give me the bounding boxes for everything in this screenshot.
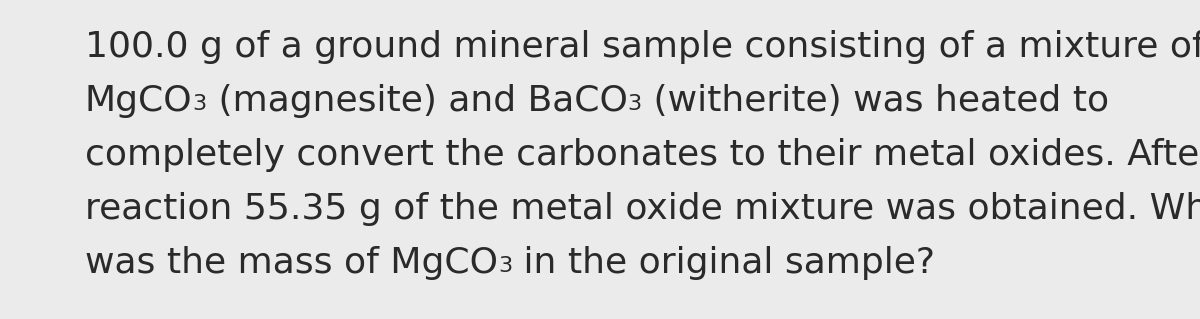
Text: (magnesite) and BaCO: (magnesite) and BaCO — [206, 84, 628, 118]
Text: 3: 3 — [193, 94, 206, 114]
Text: completely convert the carbonates to their metal oxides. After the: completely convert the carbonates to the… — [85, 138, 1200, 172]
Text: 100.0 g of a ground mineral sample consisting of a mixture of: 100.0 g of a ground mineral sample consi… — [85, 30, 1200, 64]
Text: 3: 3 — [498, 256, 512, 276]
Text: 3: 3 — [628, 94, 642, 114]
Text: MgCO: MgCO — [85, 84, 193, 118]
Text: was the mass of MgCO: was the mass of MgCO — [85, 246, 498, 280]
Text: reaction 55.35 g of the metal oxide mixture was obtained. What: reaction 55.35 g of the metal oxide mixt… — [85, 192, 1200, 226]
Text: in the original sample?: in the original sample? — [512, 246, 935, 280]
Text: (witherite) was heated to: (witherite) was heated to — [642, 84, 1109, 118]
